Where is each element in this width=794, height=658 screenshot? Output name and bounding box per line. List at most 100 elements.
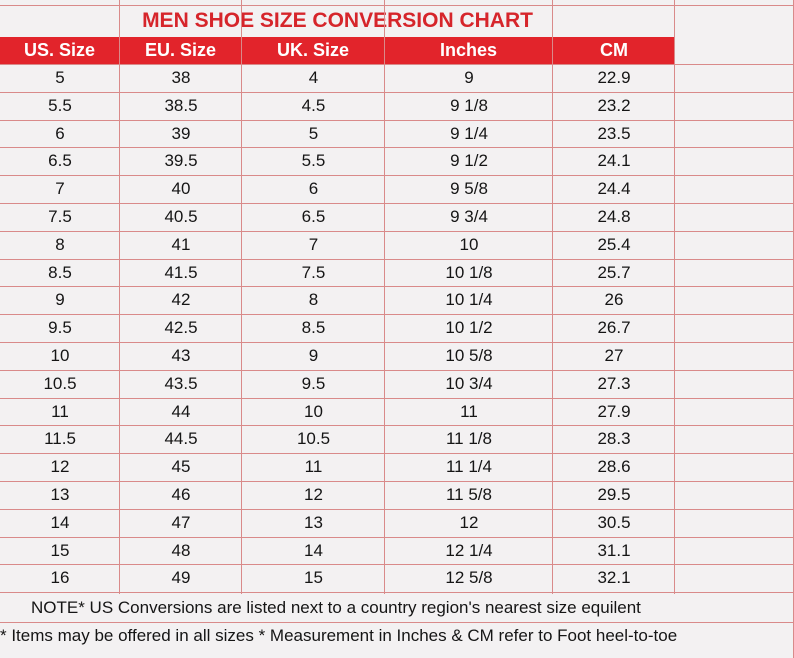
table-cell: 43 [171,345,191,365]
table-cell: 10 [304,401,323,421]
table-row: 9.5 42.5 8.5 10 1/2 26.7 [0,314,675,342]
table-body: 5 38 4 9 22.9 5.5 38.5 4.5 9 1/8 23.2 6 39 5 9 1/4 23.… [0,64,675,592]
table-cell: 39.5 [164,151,198,171]
table-cell: 11 1/4 [445,457,492,477]
table-cell: 5.5 [48,95,72,115]
table-cell: 6 [55,123,65,143]
table-header-row: US. Size EU. Size UK. Size Inches CM [0,37,675,64]
grid-line [0,286,794,287]
table-cell: 5.5 [301,151,326,171]
table-row: 11.5 44.5 10.5 11 1/8 28.3 [0,425,675,453]
table-cell: 6 [308,179,319,199]
table-row: 7.5 40.5 6.5 9 3/4 24.8 [0,203,675,231]
grid-line [0,147,794,148]
table-cell: 9 [55,290,65,310]
table-cell: 14 [304,540,323,560]
table-cell: 8 [55,234,65,254]
table-cell: 40.5 [164,206,198,226]
table-cell: 9 1/2 [450,151,488,171]
grid-line [0,259,794,260]
table-cell: 27.9 [597,401,631,421]
table-cell: 26 [604,290,624,310]
table-cell: 9 1/8 [450,95,488,115]
grid-line [0,175,794,176]
table-cell: 12 [50,457,70,477]
table-cell: 7 [55,179,65,199]
table-cell: 41 [171,234,191,254]
grid-line [0,481,794,482]
grid-line [0,314,794,315]
table-cell: 15 [50,540,70,560]
table-cell: 7.5 [48,206,72,226]
table-cell: 26.7 [597,318,631,338]
table-cell: 8.5 [48,262,72,282]
table-cell: 46 [171,484,191,504]
table-cell: 25.7 [597,262,631,282]
grid-line [0,5,794,6]
table-cell: 42.5 [164,318,198,338]
table-cell: 7 [308,234,319,254]
table-cell: 27.3 [597,373,631,393]
chart-title: MEN SHOE SIZE CONVERSION CHART [142,9,533,32]
table-row: 6 39 5 9 1/4 23.5 [0,120,675,148]
grid-line [0,203,794,204]
table-row: 9 42 8 10 1/4 26 [0,286,675,314]
table-cell: 49 [171,568,191,588]
table-cell: 5 [55,68,65,87]
grid-line [241,0,242,594]
table-cell: 41.5 [164,262,198,282]
table-cell: 30.5 [597,512,631,532]
table-cell: 10 [459,234,479,254]
table-row: 5.5 38.5 4.5 9 1/8 23.2 [0,92,675,120]
column-header: Inches [385,37,553,64]
table-cell: 10.5 [43,373,77,393]
table-cell: 10 1/8 [445,262,493,282]
table-cell: 9 [308,345,319,365]
table-cell: 12 [459,512,479,532]
table-cell: 23.5 [597,123,631,143]
table-cell: 15 [304,568,323,588]
table-cell: 47 [171,512,191,532]
table-row: 8 41 7 10 25.4 [0,231,675,259]
table-cell: 9 5/8 [450,179,488,199]
table-cell: 38.5 [164,95,198,115]
grid-line [0,592,794,593]
table-cell: 11 [304,457,323,477]
table-cell: 23.2 [597,95,631,115]
table-cell: 8.5 [301,318,326,338]
table-cell: 13 [304,512,323,532]
table-cell: 29.5 [597,484,631,504]
table-cell: 44 [171,401,191,421]
table-cell: 6.5 [48,151,72,171]
table-cell: 13 [50,484,70,504]
table-cell: 12 5/8 [445,568,493,588]
grid-line [384,0,385,594]
table-cell: 11 5/8 [445,484,492,504]
table-cell: 32.1 [597,568,631,588]
table-row: 15 48 14 12 1/4 31.1 [0,537,675,565]
conversion-note: NOTE* US Conversions are listed next to … [31,598,641,617]
table-cell: 22.9 [597,68,631,87]
grid-line [119,0,120,594]
table-cell: 10.5 [296,429,331,449]
table-cell: 10 [50,345,70,365]
grid-line [0,564,794,565]
table-cell: 28.6 [597,457,631,477]
table-cell: 24.1 [597,151,631,171]
table-cell: 11.5 [44,429,76,449]
table-cell: 24.4 [597,179,631,199]
table-cell: 16 [50,568,70,588]
grid-line [674,0,675,594]
table-cell: 38 [171,68,191,87]
grid-line [0,509,794,510]
column-header: UK. Size [242,37,385,64]
table-row: 13 46 12 11 5/8 29.5 [0,481,675,509]
table-cell: 39 [171,123,191,143]
table-cell: 11 1/8 [445,429,492,449]
table-cell: 12 [304,484,323,504]
table-row: 12 45 11 11 1/4 28.6 [0,453,675,481]
table-row: 10 43 9 10 5/8 27 [0,342,675,370]
table-cell: 42 [171,290,191,310]
column-header: EU. Size [120,37,242,64]
